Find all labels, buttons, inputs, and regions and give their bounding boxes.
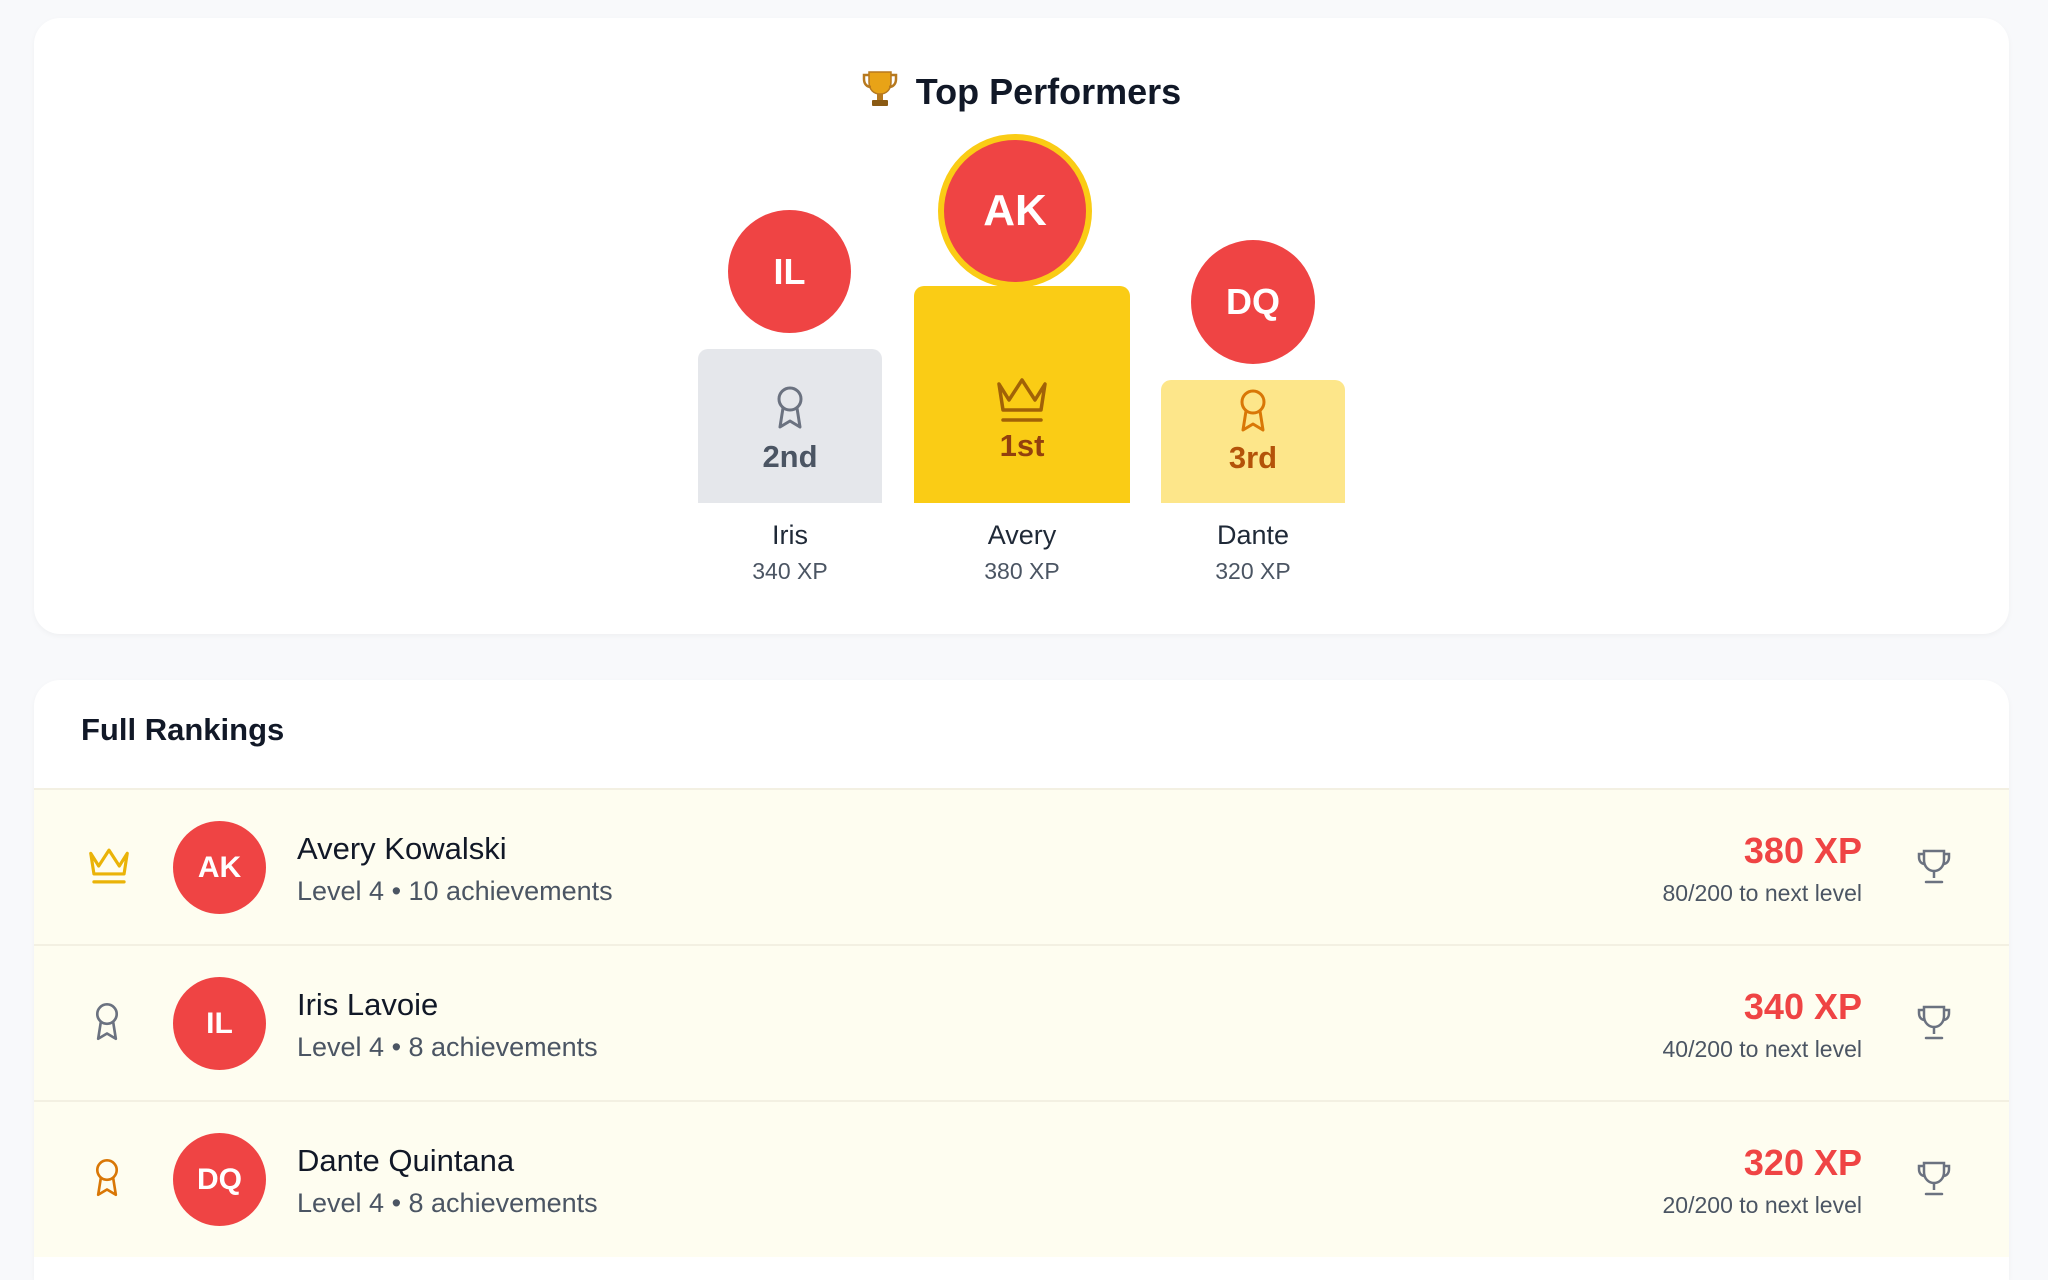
- place-label: 2nd: [762, 439, 818, 474]
- medal-icon: [92, 1156, 122, 1205]
- avatar-third-place[interactable]: DQ: [1191, 240, 1315, 364]
- avatar[interactable]: AK: [173, 821, 266, 914]
- avatar-initials: IL: [206, 1006, 233, 1040]
- podium-name-first: Avery: [987, 520, 1057, 550]
- crown-icon: [993, 374, 1051, 426]
- podium-block-third: 3rd: [1161, 380, 1345, 503]
- medal-icon: [1236, 388, 1270, 434]
- user-name[interactable]: Dante Quintana: [297, 1143, 515, 1178]
- trophy-icon[interactable]: [1917, 1004, 1951, 1047]
- user-level-achievements: Level 4 • 8 achievements: [297, 1188, 598, 1218]
- podium-block-first: 1st: [914, 286, 1130, 503]
- level-progress: 40/200 to next level: [1662, 1036, 1862, 1062]
- rankings-heading: Full Rankings: [81, 712, 285, 747]
- trophy-icon: [862, 68, 898, 117]
- podium-title-text: Top Performers: [915, 71, 1182, 112]
- ranking-row[interactable]: AK Avery Kowalski Level 4 • 10 achieveme…: [34, 788, 2009, 945]
- podium-name-second: Iris: [772, 520, 808, 550]
- avatar[interactable]: IL: [173, 977, 266, 1070]
- avatar-initials: DQ: [197, 1162, 242, 1196]
- level-progress: 80/200 to next level: [1662, 880, 1862, 906]
- podium-xp-first: 380 XP: [984, 558, 1060, 584]
- avatar-initials: AK: [197, 850, 242, 884]
- avatar-initials: AK: [983, 186, 1047, 235]
- full-rankings-card: Full Rankings AK Avery Kowalski Level 4 …: [34, 680, 2009, 1280]
- place-label: 1st: [999, 428, 1045, 463]
- podium-xp-second: 340 XP: [752, 558, 828, 584]
- avatar-initials: DQ: [1226, 281, 1280, 322]
- user-xp: 340 XP: [1743, 986, 1862, 1027]
- ranking-row[interactable]: IL Iris Lavoie Level 4 • 8 achievements …: [34, 944, 2009, 1101]
- place-label: 3rd: [1228, 440, 1278, 475]
- avatar[interactable]: DQ: [173, 1133, 266, 1226]
- ranking-row[interactable]: DQ Dante Quintana Level 4 • 8 achievemen…: [34, 1100, 2009, 1257]
- podium-title: Top Performers: [34, 68, 2009, 117]
- user-name[interactable]: Avery Kowalski: [297, 831, 507, 866]
- trophy-icon[interactable]: [1917, 848, 1951, 891]
- user-xp: 380 XP: [1743, 830, 1862, 871]
- user-level-achievements: Level 4 • 10 achievements: [297, 876, 613, 906]
- avatar-initials: IL: [773, 250, 806, 292]
- podium-block-second: 2nd: [698, 349, 882, 503]
- avatar-second-place[interactable]: IL: [728, 210, 851, 333]
- user-xp: 320 XP: [1743, 1142, 1862, 1183]
- podium-name-third: Dante: [1216, 520, 1290, 550]
- medal-icon: [92, 1000, 122, 1049]
- podium-xp-third: 320 XP: [1215, 558, 1291, 584]
- crown-icon: [86, 845, 132, 892]
- medal-icon: [773, 385, 807, 431]
- avatar-first-place[interactable]: AK: [938, 134, 1092, 288]
- user-name[interactable]: Iris Lavoie: [297, 987, 439, 1022]
- level-progress: 20/200 to next level: [1662, 1192, 1862, 1218]
- top-performers-card: Top Performers IL 2nd Iris 340 XP AK 1st…: [34, 18, 2009, 634]
- user-level-achievements: Level 4 • 8 achievements: [297, 1032, 598, 1062]
- trophy-icon[interactable]: [1917, 1160, 1951, 1203]
